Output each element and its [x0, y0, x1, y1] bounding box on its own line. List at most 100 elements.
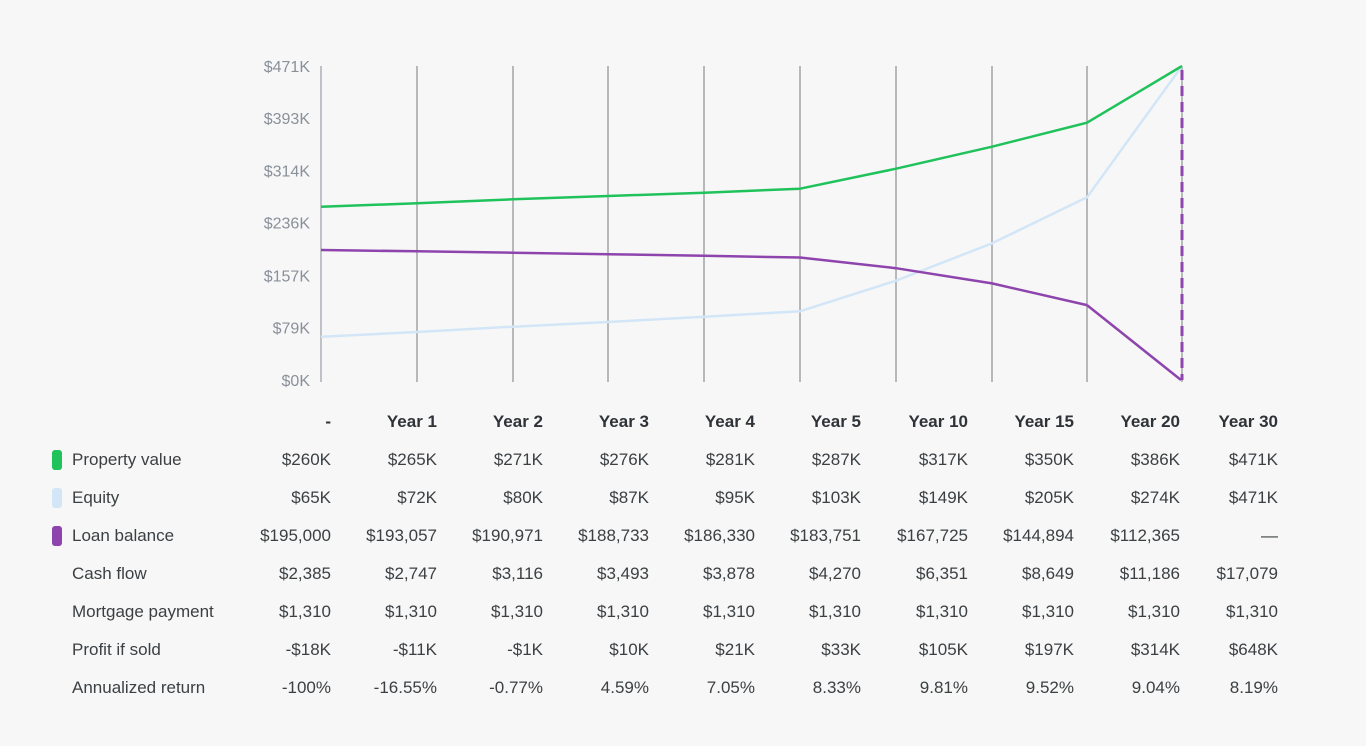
table-cell: $8,649 — [1022, 564, 1074, 583]
row-label: Cash flow — [72, 564, 147, 583]
table-cell: $3,493 — [597, 564, 649, 583]
table-cell: $87K — [609, 488, 649, 507]
table-cell: $1,310 — [279, 602, 331, 621]
row-label: Property value — [72, 450, 182, 469]
table-cell: $17,079 — [1216, 564, 1278, 583]
table-row: Mortgage payment $1,310 $1,310 $1,310 $1,310… — [0, 593, 1366, 631]
table-cell: $205K — [1024, 488, 1074, 507]
y-tick-label: $0K — [282, 373, 311, 390]
row-label: Annualized return — [72, 678, 206, 697]
series-line-property-value — [320, 64, 1183, 208]
column-header: - — [325, 412, 331, 431]
table-cell: $471K — [1228, 488, 1278, 507]
row-label: Equity — [72, 488, 120, 507]
column-header: Year 15 — [1014, 412, 1074, 431]
table-cell: $1,310 — [491, 602, 543, 621]
table-cell: $197K — [1024, 640, 1074, 659]
y-tick-label: $314K — [264, 164, 311, 181]
table-row: Profit if sold -$18K -$11K -$1K $10K $21K $33K… — [0, 631, 1366, 669]
table-cell: -0.77% — [489, 678, 543, 697]
y-tick-label: $79K — [273, 320, 311, 337]
x-gridlines — [320, 66, 1183, 382]
y-axis-ticks: $0K $79K $157K $236K $314K $393K $471K — [264, 59, 311, 390]
table-cell: -$1K — [507, 640, 543, 659]
y-tick-label: $157K — [264, 268, 311, 285]
table-cell: $1,310 — [703, 602, 755, 621]
table-cell: $33K — [821, 640, 861, 659]
table-row: Cash flow $2,385 $2,747 $3,116 $3,493 $3,878 $… — [0, 555, 1366, 593]
table-cell: $95K — [715, 488, 755, 507]
table-cell: $186,330 — [684, 526, 755, 545]
table-cell: $112,365 — [1110, 526, 1180, 545]
table-cell: $103K — [811, 488, 861, 507]
table-cell: 9.04% — [1131, 678, 1180, 697]
legend-swatch — [52, 488, 62, 508]
table-cell: $1,310 — [809, 602, 861, 621]
table-row: Annualized return -100% -16.55% -0.77% 4.59%… — [0, 669, 1366, 707]
table-cell: $265K — [387, 450, 437, 469]
table-cell: $80K — [503, 488, 543, 507]
table-cell: $183,751 — [790, 526, 861, 545]
table-cell: -100% — [281, 678, 331, 697]
table-cell: $317K — [918, 450, 968, 469]
table-cell: $1,310 — [385, 602, 437, 621]
table-cell: $314K — [1130, 640, 1180, 659]
table-cell: $276K — [599, 450, 649, 469]
table-cell: $3,878 — [703, 564, 755, 583]
y-tick-label: $393K — [264, 111, 311, 128]
column-header: Year 10 — [908, 412, 968, 431]
table-row: Property value $260K $265K $271K $276K $281K $… — [0, 441, 1366, 479]
table-cell: $21K — [715, 640, 755, 659]
column-header: Year 30 — [1218, 412, 1278, 431]
series-lines — [320, 64, 1184, 381]
table-cell: $65K — [291, 488, 331, 507]
table-cell: -16.55% — [373, 678, 437, 697]
table-cell: $193,057 — [366, 526, 437, 545]
table-cell: $281K — [705, 450, 755, 469]
table-cell: 7.05% — [706, 678, 755, 697]
row-label: Loan balance — [72, 526, 175, 545]
series-line-equity — [320, 65, 1184, 338]
table-cell: $274K — [1130, 488, 1180, 507]
line-chart: $0K $79K $157K $236K $314K $393K $471K — [264, 59, 1184, 390]
y-tick-label: $236K — [264, 216, 311, 233]
table-cell: $144,894 — [1003, 526, 1074, 545]
table-cell: $1,310 — [1226, 602, 1278, 621]
table-cell: $287K — [811, 450, 861, 469]
table-cell: $2,747 — [385, 564, 437, 583]
y-tick-label: $471K — [264, 59, 311, 76]
table-cell: 9.81% — [919, 678, 968, 697]
table-cell: $4,270 — [809, 564, 861, 583]
table-cell: 8.19% — [1229, 678, 1278, 697]
table-cell: — — [1261, 526, 1278, 545]
table-row: Loan balance $195,000 $193,057 $190,971 $188… — [0, 517, 1366, 555]
table-cell: 8.33% — [812, 678, 861, 697]
table-cell: -$18K — [285, 640, 331, 659]
table-cell: $260K — [281, 450, 331, 469]
table-cell: $1,310 — [916, 602, 968, 621]
table-cell: $188,733 — [578, 526, 649, 545]
column-header: Year 1 — [386, 412, 437, 431]
series-line-loan-balance — [320, 248, 1088, 307]
table-header-row: - Year 1 Year 2 Year 3 Year 4 Year 5 Year 10 Ye… — [0, 403, 1366, 441]
table-cell: $149K — [918, 488, 968, 507]
table-cell: $6,351 — [916, 564, 968, 583]
table-cell: $190,971 — [472, 526, 543, 545]
table-cell: $105K — [918, 640, 968, 659]
column-header: Year 4 — [704, 412, 755, 431]
table-cell: $72K — [397, 488, 437, 507]
table-cell: $3,116 — [492, 564, 543, 583]
table-cell: $648K — [1228, 640, 1278, 659]
table-row: Equity $65K $72K $80K $87K $95K $103K $149K $205… — [0, 479, 1366, 517]
table-cell: $195,000 — [260, 526, 331, 545]
table-cell: 9.52% — [1025, 678, 1074, 697]
legend-swatch — [52, 526, 62, 546]
legend-swatch — [52, 450, 62, 470]
table-cell: $10K — [609, 640, 649, 659]
table-cell: $167,725 — [897, 526, 968, 545]
table-cell: $471K — [1228, 450, 1278, 469]
table-cell: $2,385 — [279, 564, 331, 583]
table-cell: $350K — [1024, 450, 1074, 469]
row-label: Profit if sold — [72, 640, 161, 659]
series-line-loan-balance-end — [1086, 304, 1182, 381]
